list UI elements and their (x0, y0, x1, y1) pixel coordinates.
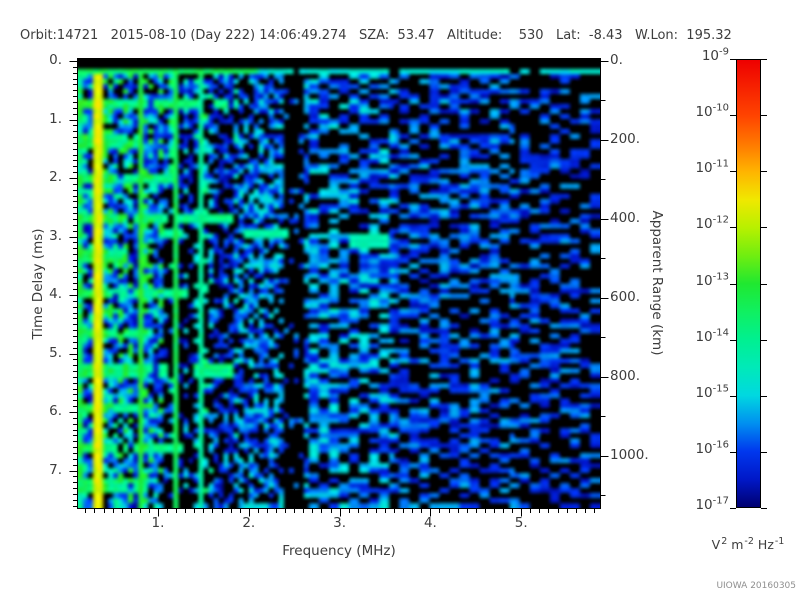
x-tick-label: 1. (151, 515, 165, 531)
colorbar-tick-label: 10-10 (695, 102, 729, 121)
y2-axis-title: Apparent Range (km) (649, 210, 665, 356)
colorbar-tick-label: 10-12 (695, 214, 729, 233)
y-tick-label: 5. (49, 344, 62, 361)
colorbar-units-label: V2 m-2 Hz-1 (711, 535, 785, 552)
colorbar-tick-label: 10-17 (695, 495, 729, 513)
spectrogram-canvas (78, 59, 600, 508)
y2-tick-label: 600. (610, 288, 641, 305)
colorbar-tick-label: 10-9 (701, 46, 729, 64)
x-tick-label: 4. (423, 515, 437, 531)
colorbar-tick-label: 10-13 (695, 271, 729, 289)
y2-tick-label: 0. (610, 52, 623, 68)
x-tick-label: 2. (242, 515, 256, 531)
header-info: Orbit:14721 2015-08-10 (Day 222) 14:06:4… (20, 28, 732, 43)
y2-tick-label: 800. (610, 367, 641, 384)
colorbar-tick-label: 10-16 (695, 439, 729, 457)
y-axis-title: Time Delay (ms) (30, 228, 46, 340)
x-axis-title: Frequency (MHz) (282, 543, 396, 559)
x-tick-label: 3. (333, 515, 347, 531)
y-tick-label: 7. (49, 461, 62, 478)
y-tick-label: 0. (49, 52, 62, 68)
colorbar-tick-label: 10-14 (695, 327, 729, 345)
watermark: UIOWA 20160305 (716, 581, 796, 591)
y-tick-label: 6. (49, 403, 62, 419)
y2-tick-label: 1000. (610, 446, 649, 463)
colorbar-tick-label: 10-11 (695, 158, 729, 177)
y-tick-label: 2. (49, 169, 62, 185)
y-tick-label: 3. (49, 227, 62, 244)
colorbar-gradient (736, 59, 761, 508)
y2-tick-label: 400. (610, 209, 641, 226)
y-tick-label: 4. (49, 286, 62, 302)
x-tick-label: 5. (514, 515, 528, 531)
y-tick-label: 1. (49, 110, 62, 127)
y2-tick-label: 200. (610, 130, 641, 147)
colorbar-tick-label: 10-15 (695, 383, 729, 401)
